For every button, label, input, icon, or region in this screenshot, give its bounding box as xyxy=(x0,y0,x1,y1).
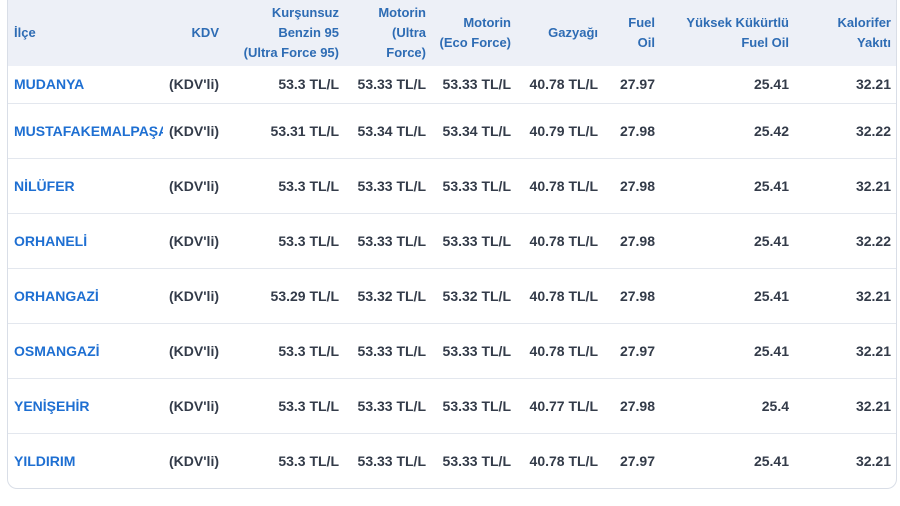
district-link[interactable]: MUDANYA xyxy=(14,76,85,93)
district-link[interactable]: ORHANGAZİ xyxy=(8,267,163,323)
table-row: MUSTAFAKEMALPAŞA (KDV'li) 53.31 TL/L 53.… xyxy=(8,102,896,158)
motorin-ultra-price: 53.33 TL/L xyxy=(346,432,433,488)
kalorifer-price: 32.22 xyxy=(796,102,896,158)
table-row: OSMANGAZİ (KDV'li) 53.3 TL/L 53.33 TL/L … xyxy=(8,322,896,378)
yuksek-kukurtlu-price: 25.41 xyxy=(662,157,796,213)
motorin-eco-price: 53.33 TL/L xyxy=(433,157,518,213)
fuel-oil-price: 27.97 xyxy=(619,76,655,93)
yuksek-kukurtlu-price: 25.41 xyxy=(662,322,796,378)
yuksek-kukurtlu-price: 25.41 xyxy=(662,267,796,323)
fuel-oil-price: 27.98 xyxy=(605,157,662,213)
kdv-cell: (KDV'li) xyxy=(163,432,226,488)
kalorifer-price: 32.22 xyxy=(796,212,896,268)
fuel-oil-price: 27.98 xyxy=(605,102,662,158)
yuksek-kukurtlu-price: 25.41 xyxy=(662,432,796,488)
kalorifer-price: 32.21 xyxy=(796,157,896,213)
kdv-cell: (KDV'li) xyxy=(163,267,226,323)
gazyagi-price: 40.77 TL/L xyxy=(518,377,605,433)
kdv-cell: (KDV'li) xyxy=(163,322,226,378)
motorin-ultra-price: 53.34 TL/L xyxy=(346,102,433,158)
benzin95-price: 53.3 TL/L xyxy=(226,212,346,268)
benzin95-price: 53.3 TL/L xyxy=(226,432,346,488)
kalorifer-price: 32.21 xyxy=(796,377,896,433)
motorin-ultra-price: 53.33 TL/L xyxy=(346,322,433,378)
gazyagi-price: 40.78 TL/L xyxy=(518,432,605,488)
gazyagi-price: 40.78 TL/L xyxy=(518,212,605,268)
kdv-cell: (KDV'li) xyxy=(163,102,226,158)
gazyagi-price: 40.78 TL/L xyxy=(518,322,605,378)
benzin95-price: 53.29 TL/L xyxy=(226,267,346,323)
benzin95-price: 53.3 TL/L xyxy=(226,377,346,433)
motorin-eco-price: 53.32 TL/L xyxy=(433,267,518,323)
gazyagi-price: 40.79 TL/L xyxy=(518,102,605,158)
gazyagi-price: 40.78 TL/L xyxy=(518,267,605,323)
fuel-oil-price: 27.98 xyxy=(605,377,662,433)
district-link[interactable]: NİLÜFER xyxy=(8,157,163,213)
kalorifer-price: 32.21 xyxy=(796,267,896,323)
benzin95-price: 53.3 TL/L xyxy=(226,157,346,213)
motorin-eco-price: 53.33 TL/L xyxy=(433,212,518,268)
motorin-ultra-price: 53.33 TL/L xyxy=(346,157,433,213)
district-link[interactable]: MUSTAFAKEMALPAŞA xyxy=(8,102,163,158)
district-link[interactable]: YILDIRIM xyxy=(8,432,163,488)
benzin95-price: 53.3 TL/L xyxy=(278,76,339,93)
kdv-cell: (KDV'li) xyxy=(163,377,226,433)
yuksek-kukurtlu-price: 25.42 xyxy=(662,102,796,158)
fuel-price-table: İlçe KDV Kurşunsuz Benzin 95 (Ultra Forc… xyxy=(8,0,896,488)
yuksek-kukurtlu-price: 25.4 xyxy=(662,377,796,433)
district-link[interactable]: OSMANGAZİ xyxy=(8,322,163,378)
table-row: YILDIRIM (KDV'li) 53.3 TL/L 53.33 TL/L 5… xyxy=(8,432,896,488)
table-header-row: İlçe KDV Kurşunsuz Benzin 95 (Ultra Forc… xyxy=(8,0,896,66)
fuel-oil-price: 27.97 xyxy=(605,322,662,378)
motorin-eco-price: 53.33 TL/L xyxy=(442,76,511,93)
kalorifer-price: 32.21 xyxy=(796,322,896,378)
kdv-cell: (KDV'li) xyxy=(169,76,219,93)
motorin-ultra-price: 53.32 TL/L xyxy=(346,267,433,323)
column-header-motorin-eco-force: Motorin (Eco Force) xyxy=(433,0,518,66)
yuksek-kukurtlu-price: 25.41 xyxy=(753,76,789,93)
motorin-ultra-price: 53.33 TL/L xyxy=(357,76,426,93)
fuel-oil-price: 27.98 xyxy=(605,212,662,268)
table-row: ORHANELİ (KDV'li) 53.3 TL/L 53.33 TL/L 5… xyxy=(8,212,896,268)
kdv-cell: (KDV'li) xyxy=(163,157,226,213)
benzin95-price: 53.31 TL/L xyxy=(226,102,346,158)
motorin-eco-price: 53.33 TL/L xyxy=(433,322,518,378)
table-row: YENİŞEHİR (KDV'li) 53.3 TL/L 53.33 TL/L … xyxy=(8,377,896,433)
district-link[interactable]: ORHANELİ xyxy=(8,212,163,268)
yuksek-kukurtlu-price: 25.41 xyxy=(662,212,796,268)
fuel-oil-price: 27.98 xyxy=(605,267,662,323)
table-row: NİLÜFER (KDV'li) 53.3 TL/L 53.33 TL/L 53… xyxy=(8,157,896,213)
column-header-kursunsuz-benzin-95: Kurşunsuz Benzin 95 (Ultra Force 95) xyxy=(226,0,346,66)
column-header-fuel-oil: Fuel Oil xyxy=(605,0,662,66)
motorin-ultra-price: 53.33 TL/L xyxy=(346,212,433,268)
kalorifer-price: 32.21 xyxy=(796,432,896,488)
motorin-eco-price: 53.34 TL/L xyxy=(433,102,518,158)
district-link[interactable]: YENİŞEHİR xyxy=(8,377,163,433)
gazyagi-price: 40.78 TL/L xyxy=(529,76,598,93)
motorin-eco-price: 53.33 TL/L xyxy=(433,377,518,433)
kalorifer-price: 32.21 xyxy=(855,76,891,93)
fuel-price-table-card: İlçe KDV Kurşunsuz Benzin 95 (Ultra Forc… xyxy=(7,0,897,489)
table-row: MUDANYA (KDV'li) 53.3 TL/L 53.33 TL/L 53… xyxy=(8,66,896,103)
kdv-cell: (KDV'li) xyxy=(163,212,226,268)
column-header-kdv: KDV xyxy=(163,0,226,66)
motorin-ultra-price: 53.33 TL/L xyxy=(346,377,433,433)
column-header-yuksek-kukurtlu-fuel-oil: Yüksek Kükürtlü Fuel Oil xyxy=(662,0,796,66)
column-header-gazyagi: Gazyağı xyxy=(518,0,605,66)
benzin95-price: 53.3 TL/L xyxy=(226,322,346,378)
fuel-oil-price: 27.97 xyxy=(605,432,662,488)
gazyagi-price: 40.78 TL/L xyxy=(518,157,605,213)
column-header-motorin-ultra-force: Motorin (Ultra Force) xyxy=(346,0,433,66)
motorin-eco-price: 53.33 TL/L xyxy=(433,432,518,488)
column-header-ilce: İlçe xyxy=(8,0,163,66)
column-header-kalorifer-yakiti: Kalorifer Yakıtı xyxy=(796,0,896,66)
table-row: ORHANGAZİ (KDV'li) 53.29 TL/L 53.32 TL/L… xyxy=(8,267,896,323)
